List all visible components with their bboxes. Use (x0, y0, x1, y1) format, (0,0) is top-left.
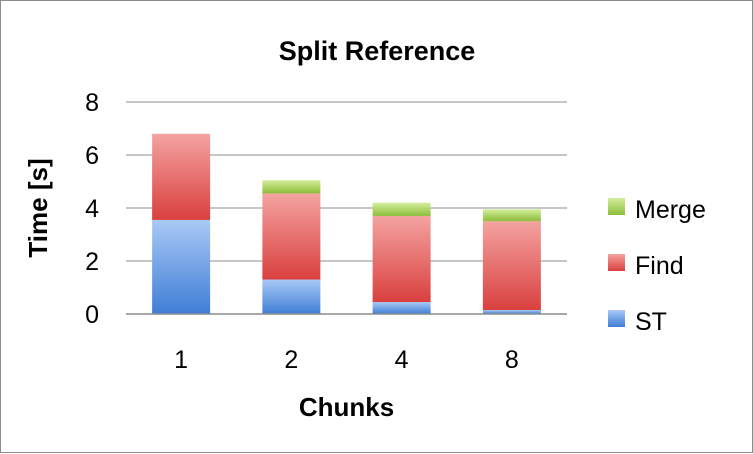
x-axis-title: Chunks (299, 392, 394, 422)
bar-segment-find (152, 133, 211, 220)
legend-item: Find (608, 252, 684, 280)
bar-segment-st (152, 219, 211, 314)
bar-segment-st (372, 302, 431, 314)
y-axis-ticks: 0 2 4 6 8 (85, 89, 99, 329)
bar-stack (482, 209, 541, 314)
x-axis-ticks: 1 2 4 8 (174, 346, 519, 374)
y-tick-label: 0 (85, 301, 99, 329)
y-tick-label: 6 (85, 142, 99, 170)
y-tick-label: 8 (85, 89, 99, 117)
bar-segment-st (482, 310, 541, 314)
x-tick-label: 8 (505, 346, 519, 374)
bar-segment-st (262, 279, 321, 314)
legend-item: Merge (608, 196, 706, 224)
bar-segment-find (262, 193, 321, 280)
bar-segment-merge (482, 209, 541, 222)
legend-swatch (608, 254, 625, 271)
y-axis-title: Time [s] (23, 158, 53, 257)
legend-swatch (608, 198, 625, 215)
legend-item: ST (608, 308, 667, 336)
legend-label: ST (635, 308, 667, 336)
legend-swatch (608, 310, 625, 327)
bar-segment-merge (262, 180, 321, 194)
x-tick-label: 1 (174, 346, 188, 374)
bar-segment-find (482, 221, 541, 311)
legend: Merge Find ST (608, 196, 706, 336)
bar-segment-find (372, 215, 431, 303)
legend-label: Find (635, 252, 684, 280)
x-tick-label: 4 (395, 346, 409, 374)
bar-stack (262, 180, 321, 314)
chart-title: Split Reference (279, 36, 476, 66)
y-tick-label: 4 (85, 195, 99, 223)
bar-segment-merge (372, 202, 431, 216)
bars (152, 133, 541, 314)
y-tick-label: 2 (85, 248, 99, 276)
x-tick-label: 2 (284, 346, 298, 374)
bar-stack (372, 202, 431, 314)
legend-label: Merge (635, 196, 706, 224)
bar-stack (152, 133, 211, 314)
